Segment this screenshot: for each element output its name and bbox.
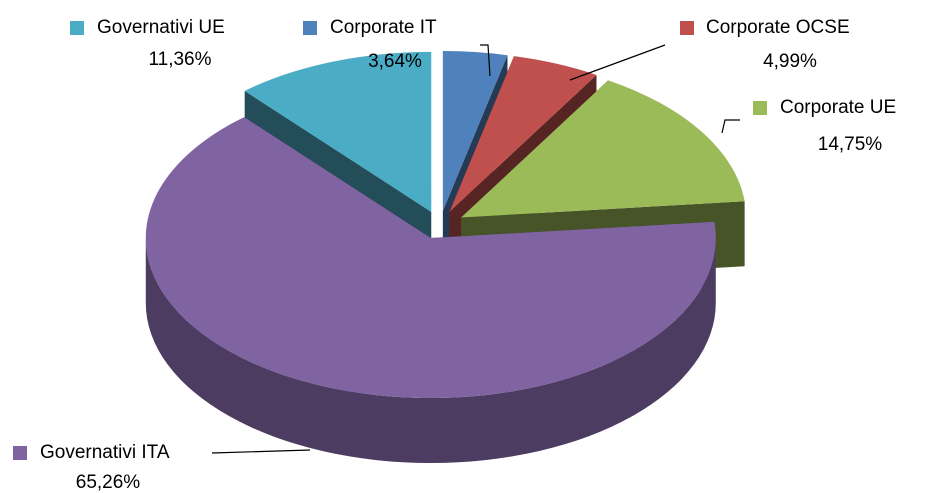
label-value: 14,75% — [818, 134, 883, 155]
slice — [442, 51, 508, 212]
leader-line — [211, 449, 311, 454]
slice — [461, 80, 745, 218]
slice — [145, 117, 716, 399]
leader-line — [480, 44, 491, 77]
label-name: Governativi UE — [97, 17, 225, 38]
legend-swatch — [680, 21, 694, 35]
pie — [145, 51, 745, 464]
slice-wall — [145, 238, 716, 464]
slice — [244, 51, 432, 212]
label-value: 4,99% — [763, 51, 817, 72]
leader-line — [569, 44, 666, 81]
legend-swatch — [753, 101, 767, 115]
label-name: Corporate OCSE — [706, 17, 850, 38]
labels: Governativi UE 11,36% Corporate IT 3,64%… — [13, 17, 896, 493]
legend-swatch — [303, 21, 317, 35]
slice — [449, 56, 597, 212]
label-name: Corporate IT — [330, 17, 437, 38]
legend-swatch — [70, 21, 84, 35]
label-value: 65,26% — [76, 472, 141, 493]
leader-line — [721, 119, 740, 134]
label-name: Governativi ITA — [40, 442, 170, 463]
label-value: 3,64% — [368, 51, 422, 72]
label-value: 11,36% — [148, 49, 211, 70]
legend-swatch — [13, 446, 27, 460]
label-name: Corporate UE — [780, 97, 896, 118]
